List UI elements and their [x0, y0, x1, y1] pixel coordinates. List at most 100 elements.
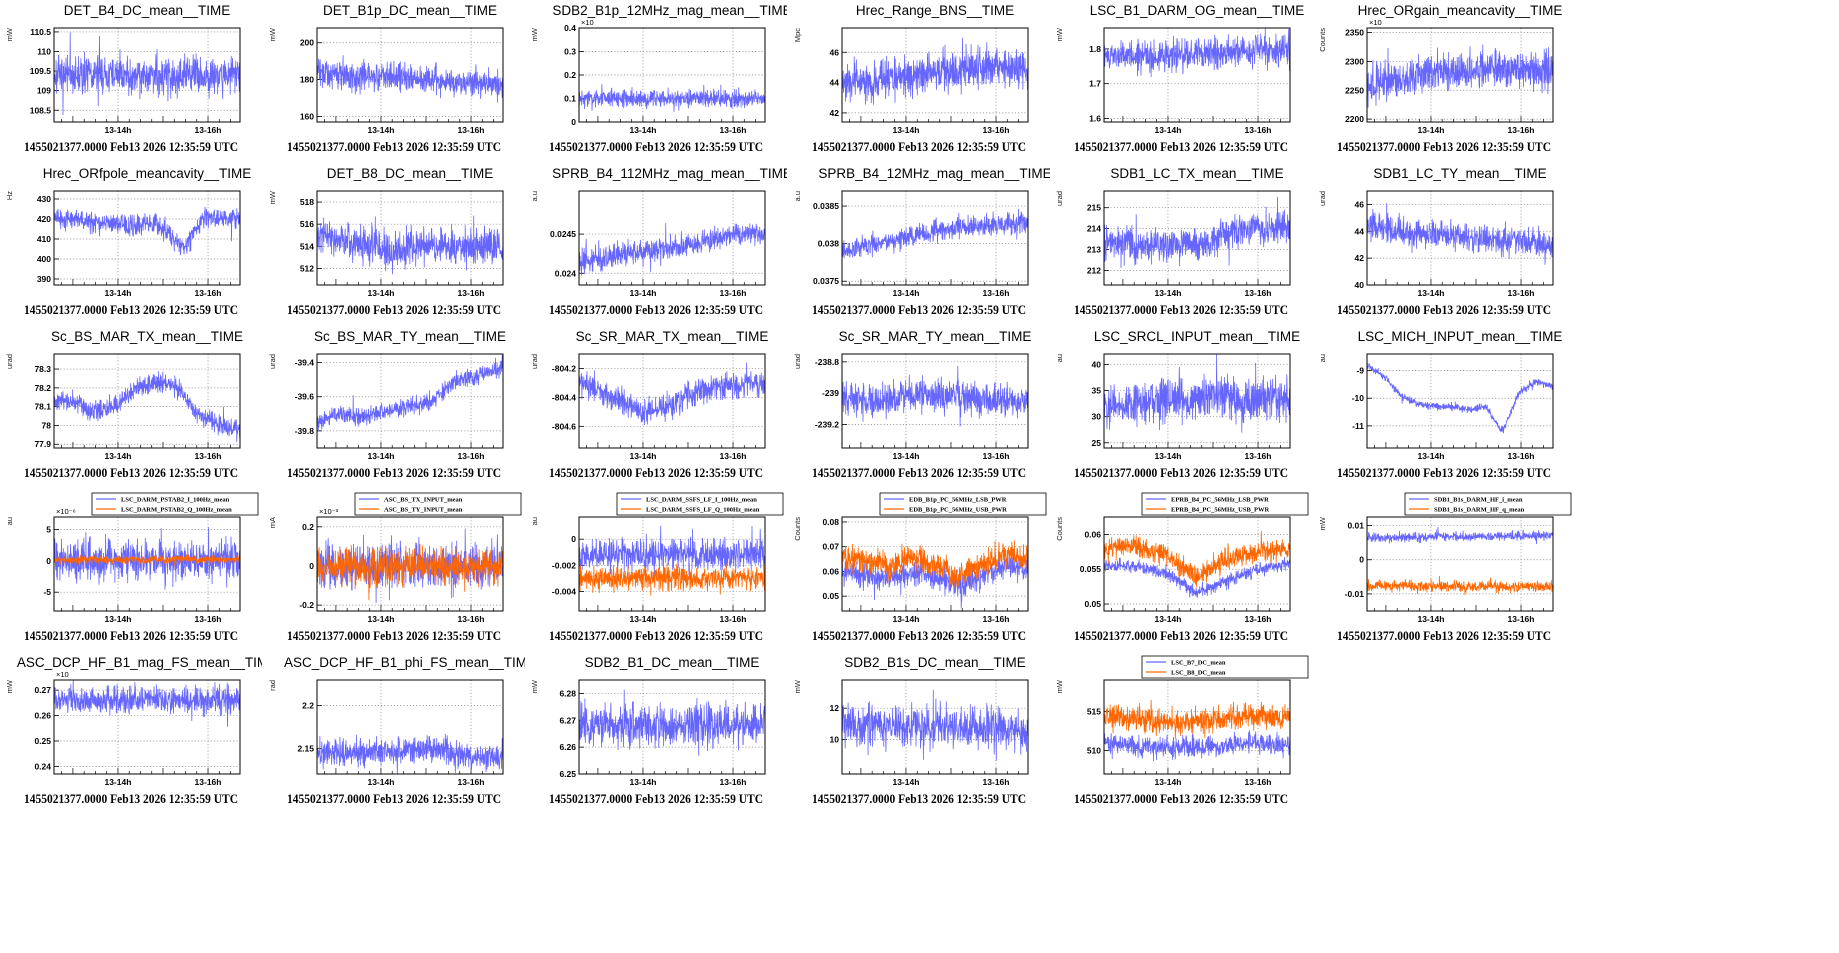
- chart-panel: Hrec_Range_BNS__TIME Mpc 42 44 46 13-14h 13-16…: [788, 0, 1050, 163]
- y-axis-label: mW: [5, 679, 14, 693]
- x-tick-label: 13-16h: [195, 777, 222, 787]
- chart-svg: DET_B4_DC_mean__TIME mW 108.5 109 109.5 110 11…: [5, 3, 241, 154]
- series-line-1: [1366, 203, 1553, 265]
- x-tick-label: 13-16h: [195, 288, 222, 298]
- legend: ASC_BS_TX_INPUT_mean ASC_BS_TY_INPUT_mean: [354, 492, 521, 516]
- timestamp-footer: 1455021377.0000 Feb13 2026 12:35:59 UTC: [287, 629, 501, 643]
- timestamp-footer: 1455021377.0000 Feb13 2026 12:35:59 UTC: [812, 466, 1026, 480]
- y-tick-label: 5: [46, 525, 51, 535]
- plot-frame: [1103, 516, 1291, 612]
- y-tick-label: 518: [299, 197, 313, 207]
- series-line-1: [1103, 353, 1291, 433]
- y-tick-label: 110.5: [30, 27, 51, 37]
- chart-svg: au ×10⁻⁶ -5 0 5 13-14h 13-16h LSC_DARM_PSTAB2_I…: [5, 492, 259, 643]
- x-tick-label: 13-14h: [1154, 777, 1181, 787]
- plot-frame: [316, 190, 503, 286]
- y-tick-label: 420: [37, 214, 51, 224]
- plot-frame: [316, 353, 503, 449]
- x-tick-label: 13-16h: [1245, 125, 1272, 135]
- y-tick-label: -39.8: [294, 426, 314, 436]
- chart-title: SPRB_B4_112MHz_mag_mean__TIME: [552, 166, 787, 181]
- series-line-1: [578, 362, 766, 426]
- y-tick-label: -0.01: [1344, 589, 1364, 599]
- timestamp-footer: 1455021377.0000 Feb13 2026 12:35:59 UTC: [549, 140, 763, 154]
- timestamp-footer: 1455021377.0000 Feb13 2026 12:35:59 UTC: [812, 629, 1026, 643]
- chart-title: DET_B4_DC_mean__TIME: [64, 3, 231, 18]
- series-line-2: [1103, 699, 1291, 739]
- legend-entry: LSC_B8_DC_mean: [1171, 669, 1226, 676]
- y-axis-label: urad: [530, 354, 539, 369]
- chart-title: LSC_MICH_INPUT_mean__TIME: [1357, 329, 1562, 344]
- series-line-2: [841, 540, 1028, 590]
- y-tick-label: 430: [37, 194, 51, 204]
- x-tick-label: 13-14h: [892, 777, 919, 787]
- series-line-1: [578, 223, 766, 276]
- y-tick-label: 44: [829, 78, 839, 88]
- series-line-1: [53, 206, 241, 256]
- x-tick-label: 13-16h: [1507, 288, 1534, 298]
- x-tick-label: 13-16h: [982, 614, 1009, 624]
- plot-frame: [578, 27, 766, 123]
- timestamp-footer: 1455021377.0000 Feb13 2026 12:35:59 UTC: [549, 466, 763, 480]
- y-axis-label: mW: [1055, 679, 1064, 693]
- y-tick-label: 0.07: [822, 542, 839, 552]
- legend-entry: LSC_DARM_SSFS_LF_I_100Hz_mean: [646, 496, 757, 503]
- y-tick-label: 78.3: [34, 364, 51, 374]
- chart-title: SDB1_LC_TY_mean__TIME: [1373, 166, 1546, 181]
- plot-frame: [1103, 27, 1291, 123]
- legend-entry: ASC_BS_TY_INPUT_mean: [384, 506, 463, 513]
- legend-entry: EDB_B1p_PC_56MHz_LSB_PWR: [909, 496, 1007, 503]
- legend-entry: SDB1_B1s_DARM_HF_i_mean: [1434, 496, 1523, 503]
- y-tick-label: 42: [1354, 253, 1364, 263]
- y-tick-label: 2350: [1345, 28, 1364, 38]
- x-tick-label: 13-16h: [1245, 451, 1272, 461]
- legend-box: [1141, 492, 1309, 516]
- y-tick-label: 0: [1359, 555, 1364, 565]
- y-tick-label: 0.2: [564, 70, 576, 80]
- x-tick-label: 13-16h: [720, 125, 747, 135]
- chart-panel: ASC_DCP_HF_B1_phi_FS_mean__TIME rad 2.15 2.…: [263, 652, 525, 815]
- y-axis-label: rad: [268, 680, 277, 691]
- plot-frame: [1103, 353, 1291, 449]
- chart-svg: DET_B8_DC_mean__TIME mW 512 514 516 518 13-14h…: [268, 166, 503, 317]
- y-tick-label: 10: [829, 735, 839, 745]
- series-line-1: [1103, 196, 1291, 268]
- y-axis-exponent: ×10: [581, 18, 594, 27]
- chart-title: LSC_SRCL_INPUT_mean__TIME: [1094, 329, 1300, 344]
- series-line-1: [53, 527, 241, 590]
- chart-panel: Counts 0.05 0.06 0.07 0.08 13-14h 13-16h EDB_B1…: [788, 489, 1050, 652]
- chart-panel: Sc_BS_MAR_TY_mean__TIME urad -39.8 -39.6 -39…: [263, 326, 525, 489]
- series-line-1: [316, 53, 503, 103]
- y-tick-label: -11: [1352, 421, 1364, 431]
- y-axis-exponent: ×10⁻³: [319, 507, 339, 516]
- x-tick-label: 13-14h: [1154, 614, 1181, 624]
- x-tick-label: 13-14h: [367, 614, 394, 624]
- y-tick-label: 0.2: [302, 522, 314, 532]
- x-tick-label: 13-16h: [457, 777, 484, 787]
- legend: LSC_B7_DC_mean LSC_B8_DC_mean: [1141, 655, 1309, 679]
- y-axis-exponent: ×10: [1369, 18, 1382, 27]
- timestamp-footer: 1455021377.0000 Feb13 2026 12:35:59 UTC: [287, 466, 501, 480]
- series-line-1: [841, 37, 1028, 105]
- y-axis-label: urad: [793, 354, 802, 369]
- series-line-2: [1366, 576, 1553, 595]
- y-tick-label: 514: [299, 241, 313, 251]
- chart-panel: mW -0.01 0 0.01 13-14h 13-16h SDB1_B1s_DARM_HF…: [1313, 489, 1575, 652]
- y-tick-label: 0: [309, 561, 314, 571]
- series-line-1: [53, 371, 241, 443]
- chart-title: SDB2_B1_DC_mean__TIME: [585, 655, 760, 670]
- x-tick-label: 13-14h: [1417, 288, 1444, 298]
- y-axis-label: mA: [268, 517, 277, 528]
- y-tick-label: 2.15: [297, 743, 314, 753]
- chart-panel: Hrec_ORgain_meancavity__TIME Counts ×10 220…: [1313, 0, 1575, 163]
- y-axis-label: urad: [5, 354, 14, 369]
- y-tick-label: 0.4: [564, 23, 576, 33]
- y-tick-label: 35: [1092, 386, 1102, 396]
- legend-box: [354, 492, 521, 516]
- y-tick-label: 78: [42, 420, 52, 430]
- chart-panel: DET_B4_DC_mean__TIME mW 108.5 109 109.5 110 11…: [0, 0, 262, 163]
- series-line-1: [578, 525, 766, 579]
- x-tick-label: 13-16h: [457, 614, 484, 624]
